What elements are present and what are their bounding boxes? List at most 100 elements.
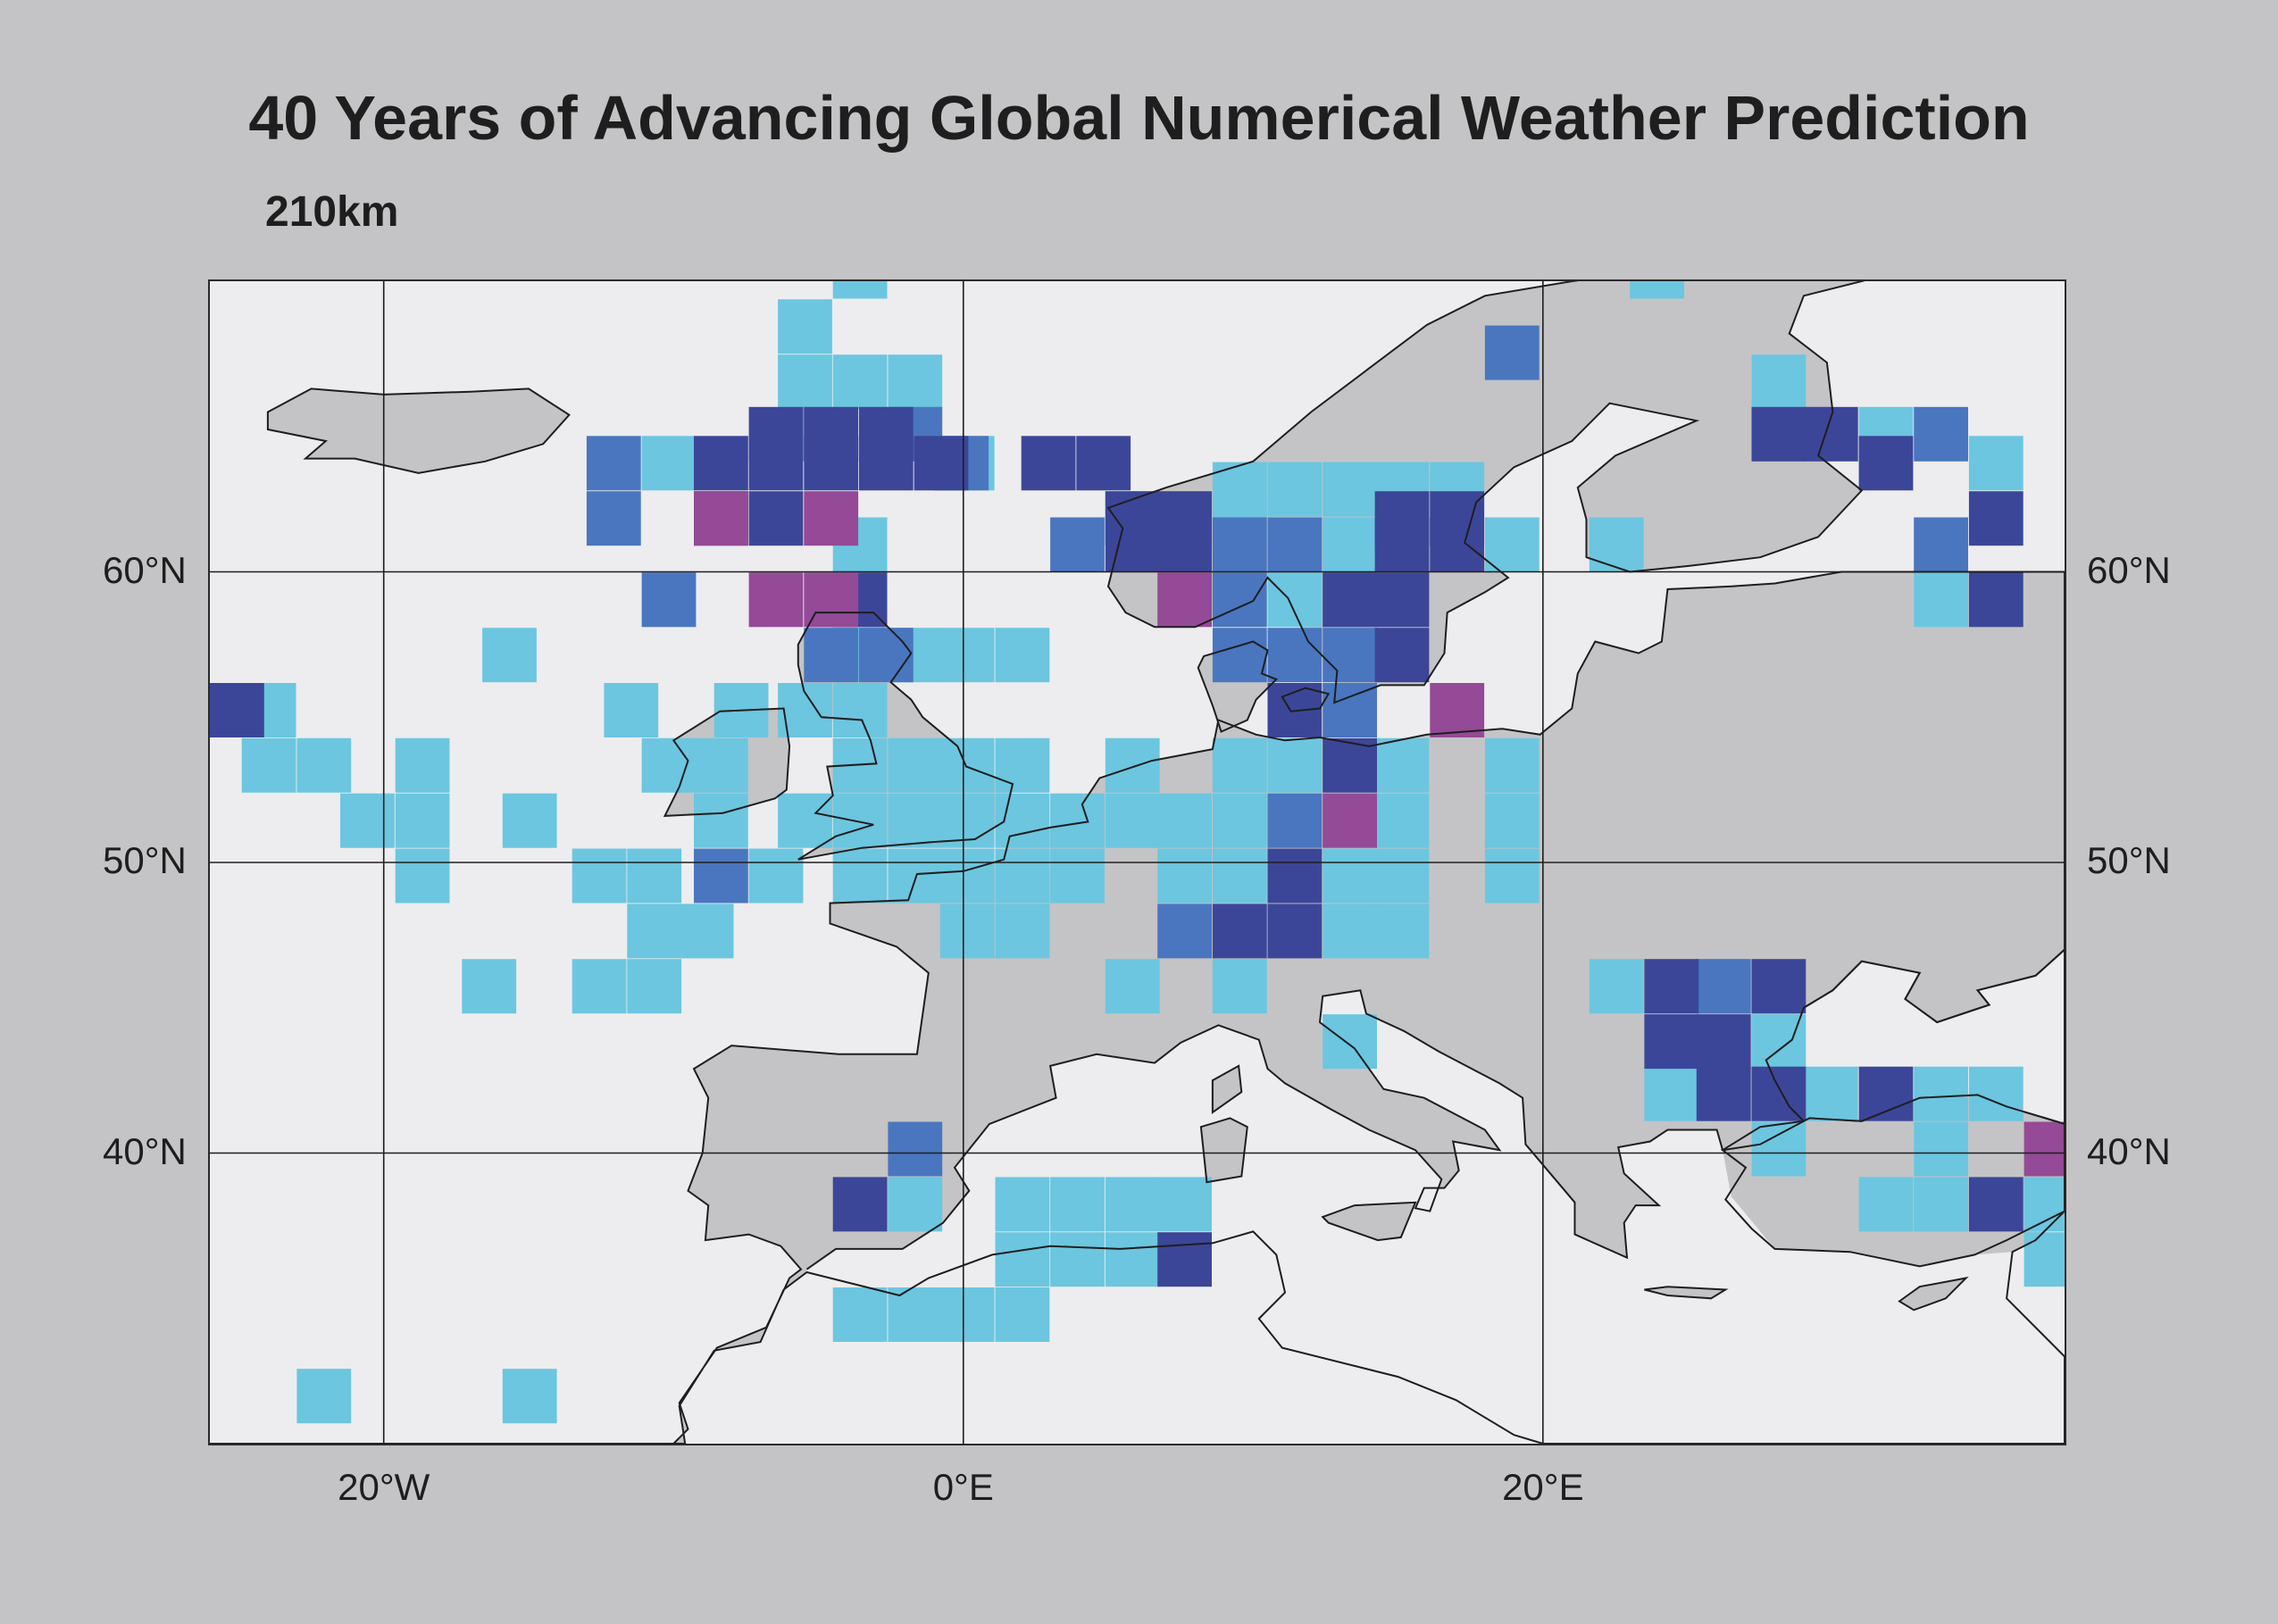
cyan-grid-cell (1157, 848, 1212, 904)
cyan-grid-cell (995, 1287, 1050, 1342)
cyan-grid-cell (1157, 793, 1212, 848)
cyan-grid-cell (832, 683, 888, 737)
navy-grid-cell (1374, 517, 1430, 572)
cyan-grid-cell (888, 1287, 943, 1342)
navy-grid-cell (1968, 1177, 2023, 1232)
cyan-grid-cell (1105, 1232, 1160, 1287)
cyan-grid-cell (1589, 517, 1644, 572)
coastline-turkey-north-shore (1722, 1094, 2065, 1212)
purple-grid-cell (2023, 1121, 2065, 1177)
navy-grid-cell (832, 1177, 888, 1232)
cyan-grid-cell (1105, 737, 1160, 793)
navy-grid-cell (1021, 436, 1076, 491)
purple-grid-cell (694, 491, 748, 546)
blue-grid-cell (1267, 628, 1323, 683)
cyan-grid-cell (1803, 1066, 1858, 1121)
cyan-grid-cell (627, 959, 682, 1014)
navy-grid-cell (804, 436, 859, 491)
cyan-grid-cell (995, 628, 1050, 683)
cyan-grid-cell (1105, 793, 1160, 848)
blue-grid-cell (1050, 517, 1105, 572)
cyan-grid-cell (1323, 848, 1377, 904)
coastline-sardinia (1199, 1117, 1248, 1184)
navy-grid-cell (858, 436, 914, 491)
cyan-grid-cell (888, 1177, 943, 1232)
cyan-grid-cell (778, 299, 832, 354)
cyan-grid-cell (1212, 793, 1267, 848)
cyan-grid-cell (939, 848, 995, 904)
cyan-grid-cell (604, 683, 659, 737)
cyan-grid-cell (2023, 1232, 2065, 1287)
navy-grid-cell (1430, 517, 1485, 572)
cyan-grid-cell (482, 628, 537, 683)
navy-grid-cell (748, 436, 804, 491)
cyan-grid-cell (1644, 1066, 1699, 1121)
navy-grid-cell (1858, 1066, 1914, 1121)
purple-grid-cell (804, 491, 859, 546)
cyan-grid-cell (995, 1177, 1050, 1232)
cyan-grid-cell (1105, 959, 1160, 1014)
y-tick-label-right: 60°N (2087, 548, 2171, 591)
island-corsica (1212, 1065, 1242, 1112)
navy-grid-cell (914, 436, 969, 491)
y-tick-label-left: 60°N (103, 548, 187, 591)
navy-grid-cell (1751, 1066, 1807, 1121)
navy-grid-cell (1751, 406, 1807, 462)
cyan-grid-cell (1630, 281, 1684, 299)
cyan-grid-cell (748, 848, 804, 904)
cyan-grid-cell (1267, 462, 1323, 517)
blue-grid-cell (1484, 325, 1540, 380)
navy-grid-cell (1751, 959, 1807, 1014)
island-sardinia (1200, 1118, 1247, 1183)
cyan-grid-cell (1212, 737, 1267, 793)
cyan-grid-cell (832, 281, 888, 299)
navy-grid-cell (748, 491, 804, 546)
coastline-crete (1644, 1286, 1729, 1300)
cyan-grid-cell (1751, 1121, 1807, 1177)
cyan-grid-cell (888, 737, 943, 793)
blue-grid-cell (586, 436, 641, 491)
cyan-grid-cell (1374, 793, 1430, 848)
cyan-grid-cell (627, 848, 682, 904)
cyan-grid-cell (1050, 1177, 1105, 1232)
cyan-grid-cell (641, 436, 697, 491)
navy-grid-cell (1157, 1232, 1212, 1287)
map-canvas (210, 281, 2065, 1444)
cyan-grid-cell (572, 848, 627, 904)
island-cyprus (1899, 1278, 1966, 1311)
coastline-iberia-med (805, 989, 1724, 1270)
navy-grid-cell (1212, 904, 1267, 959)
coastline-sicily (1321, 1201, 1417, 1242)
graticule-layer (210, 281, 2065, 1444)
page-title: 40 Years of Advancing Global Numerical W… (248, 83, 2030, 153)
cyan-grid-cell (832, 354, 888, 410)
navy-grid-cell (1076, 436, 1131, 491)
x-tick-label: 20°E (1502, 1466, 1584, 1508)
blue-grid-cell (1267, 517, 1323, 572)
baltic-sea (1256, 403, 1842, 746)
navy-grid-cell (1157, 517, 1212, 572)
navy-grid-cell (1696, 1066, 1751, 1121)
blue-grid-cell (586, 491, 641, 546)
navy-grid-cell (1323, 572, 1377, 628)
blue-grid-cell (858, 628, 914, 683)
cyan-grid-cell (1484, 848, 1540, 904)
cyan-grid-cell (241, 737, 296, 793)
cyan-grid-cell (502, 793, 557, 848)
cyan-grid-cell (1050, 848, 1105, 904)
navy-grid-cell (210, 683, 264, 737)
cyan-grid-cell (939, 737, 995, 793)
blue-grid-cell (1914, 406, 1968, 462)
cyan-grid-cell (939, 628, 995, 683)
cyan-grid-cell (1914, 572, 1968, 628)
cyan-grid-cell (296, 1369, 352, 1424)
cyan-grid-cell (995, 1232, 1050, 1287)
y-tick-label-right: 50°N (2087, 839, 2171, 881)
resolution-subtitle: 210km (265, 188, 399, 236)
cyan-grid-cell (939, 904, 995, 959)
cyan-grid-cell (995, 848, 1050, 904)
navy-grid-cell (694, 436, 748, 491)
cyan-grid-cell (340, 793, 395, 848)
cyan-grid-cell (1968, 1066, 2023, 1121)
blue-grid-cell (641, 572, 697, 628)
